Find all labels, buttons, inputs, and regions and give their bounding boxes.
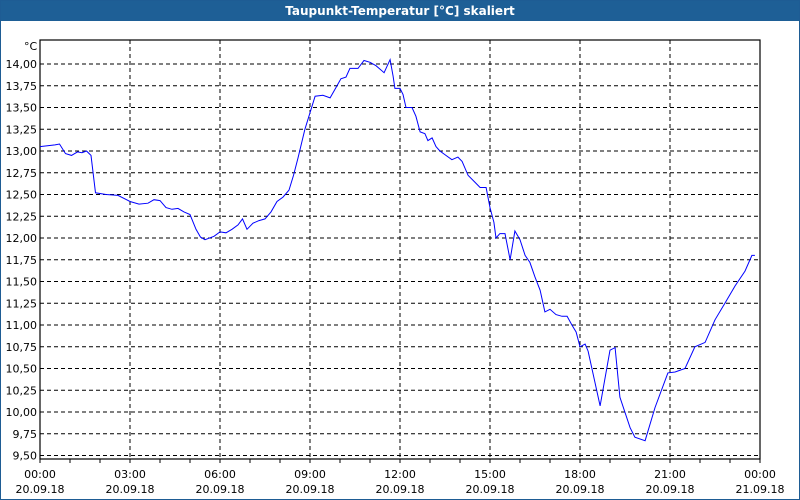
x-tick-date: 20.09.18 bbox=[196, 483, 245, 496]
y-tick-label: 12,00 bbox=[6, 232, 38, 245]
y-tick-label: 13,00 bbox=[6, 145, 38, 158]
x-tick-date: 20.09.18 bbox=[106, 483, 155, 496]
y-tick-label: 13,50 bbox=[6, 102, 38, 115]
y-tick-label: 11,25 bbox=[6, 297, 38, 310]
x-tick-date: 20.09.18 bbox=[646, 483, 695, 496]
y-tick-label: 12,25 bbox=[6, 210, 38, 223]
x-tick-date: 20.09.18 bbox=[376, 483, 425, 496]
y-tick-label: 10,00 bbox=[6, 406, 38, 419]
y-tick-label: 14,00 bbox=[6, 58, 38, 71]
y-tick-label: 12,75 bbox=[6, 167, 38, 180]
x-tick-time: 21:00 bbox=[654, 468, 686, 481]
x-tick-date: 20.09.18 bbox=[466, 483, 515, 496]
series-line-taupunkt bbox=[39, 57, 755, 442]
y-tick-label: 13,25 bbox=[6, 123, 38, 136]
y-tick-label: 11,00 bbox=[6, 319, 38, 332]
x-tick-date: 21.09.18 bbox=[736, 483, 785, 496]
y-tick-label: 12,50 bbox=[6, 189, 38, 202]
window-title: Taupunkt-Temperatur [°C] skaliert bbox=[1, 1, 799, 21]
y-tick-label: 11,75 bbox=[6, 254, 38, 267]
y-tick-label: 10,75 bbox=[6, 341, 38, 354]
x-tick-time: 18:00 bbox=[564, 468, 596, 481]
x-tick-time: 12:00 bbox=[384, 468, 416, 481]
y-tick-label: 9,75 bbox=[13, 428, 38, 441]
x-tick-time: 06:00 bbox=[204, 468, 236, 481]
x-tick-time: 00:00 bbox=[24, 468, 56, 481]
y-tick-label: 13,75 bbox=[6, 80, 38, 93]
y-tick-label: 9,50 bbox=[13, 450, 38, 463]
x-tick-date: 20.09.18 bbox=[286, 483, 335, 496]
y-axis-unit-label: °C bbox=[24, 40, 38, 53]
x-tick-time: 03:00 bbox=[114, 468, 146, 481]
y-tick-label: 10,25 bbox=[6, 384, 38, 397]
plot-frame bbox=[39, 39, 761, 460]
x-tick-time: 00:00 bbox=[744, 468, 776, 481]
x-tick-time: 15:00 bbox=[474, 468, 506, 481]
x-tick-time: 09:00 bbox=[294, 468, 326, 481]
x-tick-date: 20.09.18 bbox=[556, 483, 605, 496]
y-tick-label: 10,50 bbox=[6, 363, 38, 376]
y-tick-label: 11,50 bbox=[6, 276, 38, 289]
x-tick-date: 20.09.18 bbox=[16, 483, 65, 496]
